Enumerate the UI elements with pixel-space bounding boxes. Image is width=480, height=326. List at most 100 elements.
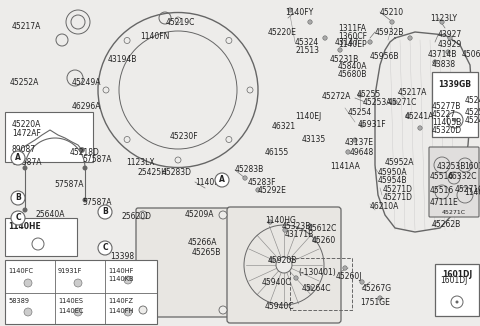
Circle shape xyxy=(313,238,317,242)
Circle shape xyxy=(15,153,21,157)
Text: 1339GB: 1339GB xyxy=(439,80,471,89)
Circle shape xyxy=(226,137,232,142)
Circle shape xyxy=(175,17,181,23)
Text: 45612C: 45612C xyxy=(308,224,337,233)
Circle shape xyxy=(175,157,181,163)
Text: 45231B: 45231B xyxy=(330,55,359,64)
Text: 45271D: 45271D xyxy=(383,185,413,194)
Circle shape xyxy=(408,36,412,40)
Text: 47111E: 47111E xyxy=(430,198,459,207)
Text: 45249B: 45249B xyxy=(465,116,480,125)
Circle shape xyxy=(346,150,350,154)
Text: 45210: 45210 xyxy=(380,8,404,17)
Text: 45220E: 45220E xyxy=(268,28,297,37)
Circle shape xyxy=(24,279,32,287)
Text: 43147: 43147 xyxy=(335,38,359,47)
Text: 46210A: 46210A xyxy=(370,202,399,211)
Text: 45283D: 45283D xyxy=(162,168,192,177)
Circle shape xyxy=(74,279,82,287)
Circle shape xyxy=(124,308,132,316)
Text: 45218D: 45218D xyxy=(70,148,100,157)
Text: 45227: 45227 xyxy=(432,110,456,119)
Text: 45931F: 45931F xyxy=(358,120,386,129)
Text: 45267G: 45267G xyxy=(362,284,392,293)
Text: 45260J: 45260J xyxy=(336,272,362,281)
Text: 43714B: 43714B xyxy=(428,50,457,59)
Text: 57587A: 57587A xyxy=(82,198,111,207)
Text: 45230F: 45230F xyxy=(170,132,199,141)
Text: 45940C: 45940C xyxy=(262,278,292,287)
Circle shape xyxy=(103,87,109,93)
Text: 43135: 43135 xyxy=(302,135,326,144)
Text: 1601DJ: 1601DJ xyxy=(442,270,472,279)
Text: 1601DF: 1601DF xyxy=(464,162,480,171)
Circle shape xyxy=(456,301,458,304)
Circle shape xyxy=(446,50,450,54)
Circle shape xyxy=(276,257,292,273)
Circle shape xyxy=(343,266,347,270)
FancyBboxPatch shape xyxy=(227,207,341,323)
Text: 25425H: 25425H xyxy=(138,168,168,177)
Text: 13398: 13398 xyxy=(110,252,134,261)
Text: 45253A: 45253A xyxy=(363,98,393,107)
Text: 45271C: 45271C xyxy=(455,185,480,194)
Text: 1140HF: 1140HF xyxy=(108,268,133,274)
Text: 49648: 49648 xyxy=(350,148,374,157)
Text: 45254A: 45254A xyxy=(465,108,480,117)
Text: 45217A: 45217A xyxy=(398,88,427,97)
Text: 45252A: 45252A xyxy=(10,78,39,87)
Text: 45323B: 45323B xyxy=(282,222,312,231)
Text: 1140HG: 1140HG xyxy=(265,216,296,225)
Circle shape xyxy=(83,198,87,202)
Text: 43253B: 43253B xyxy=(437,162,467,171)
Circle shape xyxy=(283,228,287,232)
Text: 43927: 43927 xyxy=(438,30,462,39)
Text: 1140EJ: 1140EJ xyxy=(295,112,321,121)
Text: 58389: 58389 xyxy=(8,298,29,304)
Text: 1140FN: 1140FN xyxy=(140,32,169,41)
Text: 1140FH: 1140FH xyxy=(108,308,133,314)
Circle shape xyxy=(308,224,312,228)
Text: 1140GD: 1140GD xyxy=(464,188,480,197)
Text: 45932B: 45932B xyxy=(375,28,404,37)
Circle shape xyxy=(378,296,382,300)
Circle shape xyxy=(338,48,342,52)
Text: 1123LX: 1123LX xyxy=(126,158,155,167)
Circle shape xyxy=(74,308,82,316)
Text: 45320D: 45320D xyxy=(432,126,462,135)
Text: 45217A: 45217A xyxy=(12,22,41,31)
Text: 1140FZ: 1140FZ xyxy=(108,298,133,304)
Circle shape xyxy=(294,276,298,280)
Text: 1140EP: 1140EP xyxy=(338,40,367,49)
Text: C: C xyxy=(102,244,108,253)
Circle shape xyxy=(308,20,312,24)
Text: 43838: 43838 xyxy=(432,60,456,69)
Text: 1601DJ: 1601DJ xyxy=(440,276,468,285)
Circle shape xyxy=(353,138,357,142)
Text: 45255: 45255 xyxy=(357,90,381,99)
Text: 1123LY: 1123LY xyxy=(430,14,457,23)
Text: 25620D: 25620D xyxy=(122,212,152,221)
Text: 43137E: 43137E xyxy=(345,138,374,147)
Text: 1751GE: 1751GE xyxy=(360,298,390,307)
Circle shape xyxy=(226,37,232,43)
Text: 45283F: 45283F xyxy=(248,178,276,187)
Text: 45241A: 45241A xyxy=(405,112,434,121)
Text: 43194B: 43194B xyxy=(108,55,137,64)
Circle shape xyxy=(360,123,364,127)
Text: 1140EC: 1140EC xyxy=(58,308,84,314)
Text: 45249A: 45249A xyxy=(72,78,101,87)
Text: 1140ES: 1140ES xyxy=(58,298,83,304)
Text: 45283B: 45283B xyxy=(235,165,264,174)
Text: A: A xyxy=(219,175,225,185)
Circle shape xyxy=(268,220,272,224)
Circle shape xyxy=(393,100,397,104)
Text: 45219C: 45219C xyxy=(166,18,195,27)
Text: 45254: 45254 xyxy=(348,108,372,117)
Text: B: B xyxy=(15,194,21,202)
Circle shape xyxy=(80,147,84,153)
Text: 45067A: 45067A xyxy=(462,50,480,59)
Circle shape xyxy=(360,280,364,284)
Text: 1140KB: 1140KB xyxy=(108,276,133,282)
Circle shape xyxy=(219,211,227,219)
